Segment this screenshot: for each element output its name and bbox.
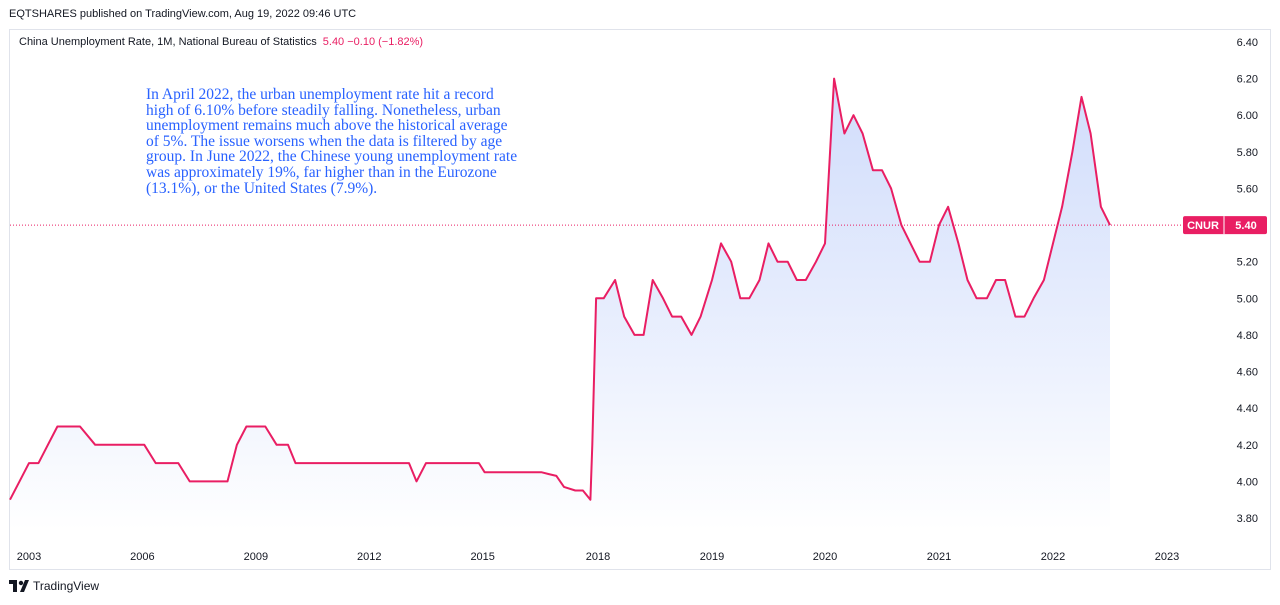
price-tag: CNUR 5.40 xyxy=(1183,216,1267,235)
price-tag-ticker: CNUR xyxy=(1187,220,1219,232)
x-tick-label: 2015 xyxy=(470,551,494,563)
x-tick-label: 2009 xyxy=(244,551,268,563)
x-tick-label: 2018 xyxy=(586,551,610,563)
y-tick-label: 5.00 xyxy=(1237,293,1258,305)
y-tick-label: 5.20 xyxy=(1237,257,1258,269)
y-tick-label: 6.40 xyxy=(1237,37,1258,49)
legend-symbol[interactable]: China Unemployment Rate, 1M, National Bu… xyxy=(19,36,317,48)
tradingview-logo-icon xyxy=(9,580,29,592)
y-tick-label: 4.80 xyxy=(1237,330,1258,342)
x-tick-label: 2020 xyxy=(813,551,837,563)
tradingview-logo[interactable]: TradingView xyxy=(9,579,99,593)
chart-legend: China Unemployment Rate, 1M, National Bu… xyxy=(19,36,423,48)
x-tick-label: 2022 xyxy=(1041,551,1065,563)
y-tick-label: 5.80 xyxy=(1237,147,1258,159)
publisher-line: EQTSHARES published on TradingView.com, … xyxy=(9,8,357,20)
price-tag-value: 5.40 xyxy=(1235,220,1256,232)
series-line xyxy=(9,77,1111,501)
tradingview-brand: TradingView xyxy=(33,579,100,593)
y-tick-label: 4.00 xyxy=(1237,476,1258,488)
chart-annotation[interactable]: In April 2022, the urban unemployment ra… xyxy=(146,86,518,197)
x-tick-label: 2023 xyxy=(1155,551,1179,563)
y-tick-label: 4.20 xyxy=(1237,440,1258,452)
y-tick-label: 6.00 xyxy=(1237,110,1258,122)
x-tick-label: 2006 xyxy=(130,551,154,563)
x-tick-label: 2012 xyxy=(357,551,381,563)
y-tick-label: 5.60 xyxy=(1237,183,1258,195)
y-tick-label: 4.40 xyxy=(1237,403,1258,415)
y-tick-label: 6.20 xyxy=(1237,74,1258,86)
legend-value: 5.40 −0.10 (−1.82%) xyxy=(322,36,424,48)
x-tick-label: 2003 xyxy=(17,551,41,563)
y-tick-label: 4.60 xyxy=(1237,367,1258,379)
price-tag-bg xyxy=(1183,216,1267,235)
x-tick-label: 2019 xyxy=(700,551,724,563)
y-tick-label: 3.80 xyxy=(1237,513,1258,525)
x-tick-label: 2021 xyxy=(927,551,951,563)
series-area xyxy=(10,78,1110,530)
